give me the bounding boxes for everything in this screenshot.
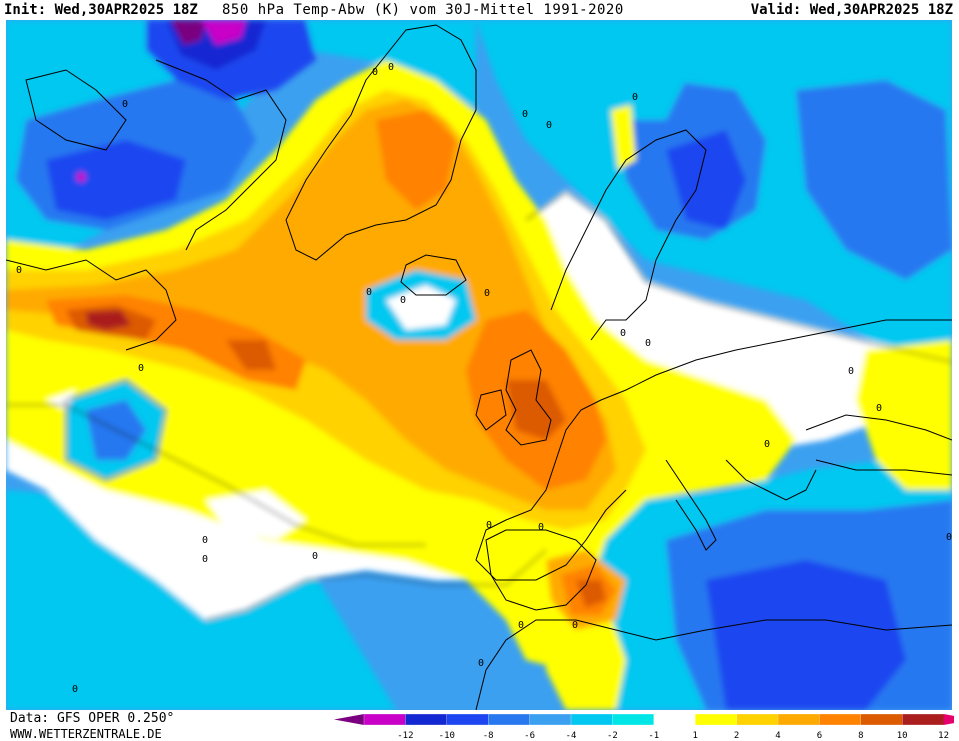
legend-swatch [777, 713, 821, 726]
legend-tick-label: -4 [566, 731, 577, 741]
legend-swatch [612, 713, 655, 726]
legend-swatch [529, 713, 572, 726]
legend-arrow-right [943, 714, 954, 725]
contour-label: 0 [848, 366, 854, 377]
contour-label: 0 [946, 532, 952, 543]
legend-tick-label: -12 [397, 731, 413, 741]
legend-swatch [570, 713, 614, 726]
legend-arrow-left [334, 714, 364, 725]
legend-swatch [902, 713, 945, 726]
legend-swatch [446, 713, 489, 726]
legend-swatch [860, 713, 903, 726]
contour-label: 0 [138, 363, 144, 374]
legend-swatch [695, 713, 738, 726]
legend-swatch [363, 713, 407, 726]
map-title: 850 hPa Temp-Abw (K) vom 30J-Mittel 1991… [222, 2, 624, 18]
legend-swatch [653, 713, 696, 726]
legend-tick-label: 6 [817, 731, 822, 741]
legend-swatch [488, 713, 531, 726]
contour-label: 0 [645, 338, 651, 349]
map-footer: Data: GFS OPER 0.250° WWW.WETTERZENTRALE… [0, 710, 959, 741]
contour-label: 0 [16, 265, 22, 276]
legend-tick-label: 10 [897, 731, 908, 741]
legend-tick-label: -2 [607, 731, 618, 741]
contour-label: 0 [632, 92, 638, 103]
contour-label: 0 [484, 288, 490, 299]
coastlines [6, 24, 952, 710]
contour-label: 0 [486, 520, 492, 531]
legend-tick-label: 4 [775, 731, 780, 741]
contour-label: 0 [538, 522, 544, 533]
legend-swatch [736, 713, 779, 726]
legend-tick-label: -6 [524, 731, 535, 741]
contour-label: 0 [72, 684, 78, 695]
contour-label: 0 [764, 439, 770, 450]
legend-tick-label: -1 [648, 731, 659, 741]
legend-tick-label: -10 [439, 731, 455, 741]
map-header: Init: Wed,30APR2025 18Z 850 hPa Temp-Abw… [0, 0, 959, 20]
init-time-label: Init: Wed,30APR2025 18Z [4, 2, 198, 18]
legend-tick-label: 2 [734, 731, 739, 741]
contour-label: 0 [122, 99, 128, 110]
contour-label: 0 [572, 620, 578, 631]
legend-tick-label: 8 [858, 731, 863, 741]
legend-tick-label: -8 [483, 731, 494, 741]
contour-label: 0 [546, 120, 552, 131]
color-legend: -12 -10 -8 -6 -4 -2 -1 1 2 4 6 8 10 12 [334, 713, 954, 741]
legend-tick-label: 1 [692, 731, 697, 741]
contour-label: 0 [400, 295, 406, 306]
website-label: WWW.WETTERZENTRALE.DE [10, 727, 162, 741]
legend-swatch [405, 713, 448, 726]
contour-labels: 0 0 0 0 0 0 0 0 0 0 0 0 0 0 0 0 0 0 0 0 … [16, 62, 952, 695]
anomaly-shading [6, 20, 952, 710]
legend-tick-label: 12 [938, 731, 949, 741]
contour-label: 0 [366, 287, 372, 298]
contour-label: 0 [518, 620, 524, 631]
contour-label: 0 [202, 554, 208, 565]
contour-label: 0 [876, 403, 882, 414]
contour-label: 0 [372, 67, 378, 78]
zero-contour [6, 191, 952, 621]
legend-swatch [819, 713, 862, 726]
contour-label: 0 [312, 551, 318, 562]
contour-label: 0 [620, 328, 626, 339]
contour-label: 0 [478, 658, 484, 669]
contour-label: 0 [388, 62, 394, 73]
valid-time-label: Valid: Wed,30APR2025 18Z [750, 2, 953, 18]
contour-label: 0 [522, 109, 528, 120]
data-source-label: Data: GFS OPER 0.250° [10, 711, 175, 726]
temperature-anomaly-map: 0 0 0 0 0 0 0 0 0 0 0 0 0 0 0 0 0 0 0 0 … [6, 20, 952, 710]
contour-label: 0 [202, 535, 208, 546]
